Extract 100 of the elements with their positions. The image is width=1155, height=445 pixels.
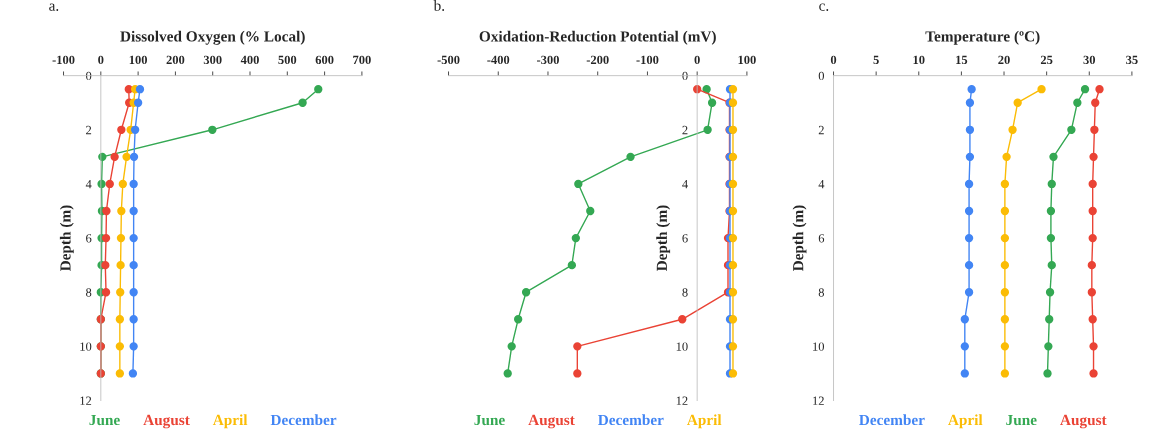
point <box>1089 369 1098 378</box>
point <box>1000 315 1010 324</box>
y-tick-label: 6 <box>682 234 688 243</box>
point <box>130 125 140 134</box>
point <box>129 342 138 351</box>
text: December <box>859 414 925 426</box>
y-tick-label: 4 <box>85 180 92 189</box>
point <box>1047 179 1056 189</box>
x-tick-label: 100 <box>738 55 756 65</box>
text: December <box>270 414 337 426</box>
point <box>116 260 125 270</box>
x-tick-label: 15 <box>956 55 968 65</box>
y-tick-label: 8 <box>86 288 92 297</box>
x-tick-label: -300 <box>536 55 559 65</box>
point <box>1088 179 1097 189</box>
x-tick-label: -100 <box>636 55 659 65</box>
point <box>129 233 138 243</box>
point <box>101 260 110 270</box>
text: c. <box>819 3 829 11</box>
point <box>122 152 131 162</box>
text: April <box>686 414 722 429</box>
y-tick-label: 8 <box>818 288 825 297</box>
point <box>678 315 687 324</box>
point <box>116 233 126 243</box>
point <box>1047 260 1056 270</box>
point <box>964 179 974 189</box>
y-axis-title: Depth (m) <box>792 205 807 272</box>
x-tick-label: 35 <box>1126 55 1138 65</box>
text: August <box>143 414 190 429</box>
point <box>965 125 975 134</box>
y-tick-label: 10 <box>80 342 92 351</box>
x-tick-label: 700 <box>353 55 371 65</box>
point <box>1095 85 1104 94</box>
point <box>118 179 127 189</box>
x-tick-label: 5 <box>873 55 879 65</box>
text: April <box>212 414 248 429</box>
text: December <box>598 414 664 426</box>
point <box>703 125 712 134</box>
x-tick-label: 200 <box>166 55 185 65</box>
y-axis-title: Depth (m) <box>656 205 671 272</box>
y-tick-label: 12 <box>80 396 92 405</box>
point <box>129 206 138 216</box>
x-tick-label: 0 <box>98 55 104 65</box>
point <box>208 125 217 134</box>
y-axis-title: Depth (m) <box>59 205 74 272</box>
point <box>964 206 974 216</box>
x-tick-label: -400 <box>487 55 510 65</box>
point <box>110 152 119 162</box>
point <box>1008 125 1017 134</box>
y-tick-label: 2 <box>86 125 92 135</box>
point <box>567 260 577 270</box>
point <box>1088 206 1097 216</box>
y-tick-label: 2 <box>818 125 824 135</box>
point <box>964 260 974 270</box>
text: a. <box>49 3 59 11</box>
point <box>574 179 583 189</box>
text: June <box>89 414 120 426</box>
point <box>964 233 974 243</box>
y-tick-label: 8 <box>682 288 688 297</box>
point <box>1073 98 1082 107</box>
point <box>1088 315 1097 324</box>
point <box>573 342 582 351</box>
x-tick-label: 25 <box>1040 55 1053 65</box>
x-tick-label: -200 <box>586 55 609 65</box>
point <box>101 233 111 243</box>
x-tick-label: 20 <box>998 55 1010 65</box>
y-tick-label: 0 <box>818 71 825 81</box>
x-tick-label: -100 <box>52 55 75 65</box>
y-tick-label: 4 <box>818 180 825 189</box>
point <box>1013 98 1022 107</box>
x-tick-label: 30 <box>1083 55 1096 65</box>
point <box>960 369 969 378</box>
point <box>967 85 976 94</box>
point <box>129 315 138 324</box>
point <box>965 152 975 162</box>
point <box>129 179 138 189</box>
text: April <box>948 414 983 429</box>
point <box>586 206 595 216</box>
point <box>115 315 125 324</box>
x-axis-title: Temperature (ºC) <box>925 30 1040 45</box>
point <box>573 369 582 378</box>
x-tick-label: 100 <box>129 55 148 65</box>
point <box>1000 288 1010 297</box>
y-tick-label: 6 <box>86 234 92 243</box>
point <box>1000 206 1010 216</box>
point <box>626 152 635 162</box>
point <box>1046 233 1056 243</box>
point <box>964 288 974 297</box>
x-tick-label: 400 <box>240 55 259 65</box>
point <box>1089 342 1098 351</box>
point <box>960 342 969 351</box>
y-tick-label: 6 <box>818 234 825 243</box>
x-axis-title: Oxidation-Reduction Potential (mV) <box>479 30 716 45</box>
y-tick-label: 4 <box>682 180 688 189</box>
point <box>1002 152 1011 162</box>
x-tick-label: 0 <box>830 55 837 65</box>
point <box>1000 233 1010 243</box>
point <box>513 315 523 324</box>
x-tick-label: 300 <box>203 55 222 65</box>
point <box>965 98 975 107</box>
